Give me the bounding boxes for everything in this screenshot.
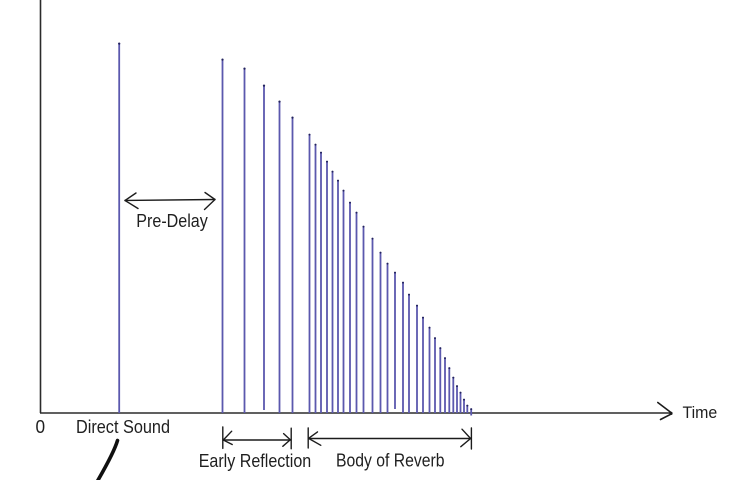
svg-text:Direct Sound: Direct Sound: [76, 416, 170, 437]
svg-text:Early Reflection: Early Reflection: [199, 450, 312, 471]
svg-text:Pre-Delay: Pre-Delay: [136, 210, 208, 231]
svg-text:Body of Reverb: Body of Reverb: [336, 450, 445, 471]
svg-text:Time: Time: [683, 403, 718, 422]
svg-text:0: 0: [36, 416, 46, 437]
